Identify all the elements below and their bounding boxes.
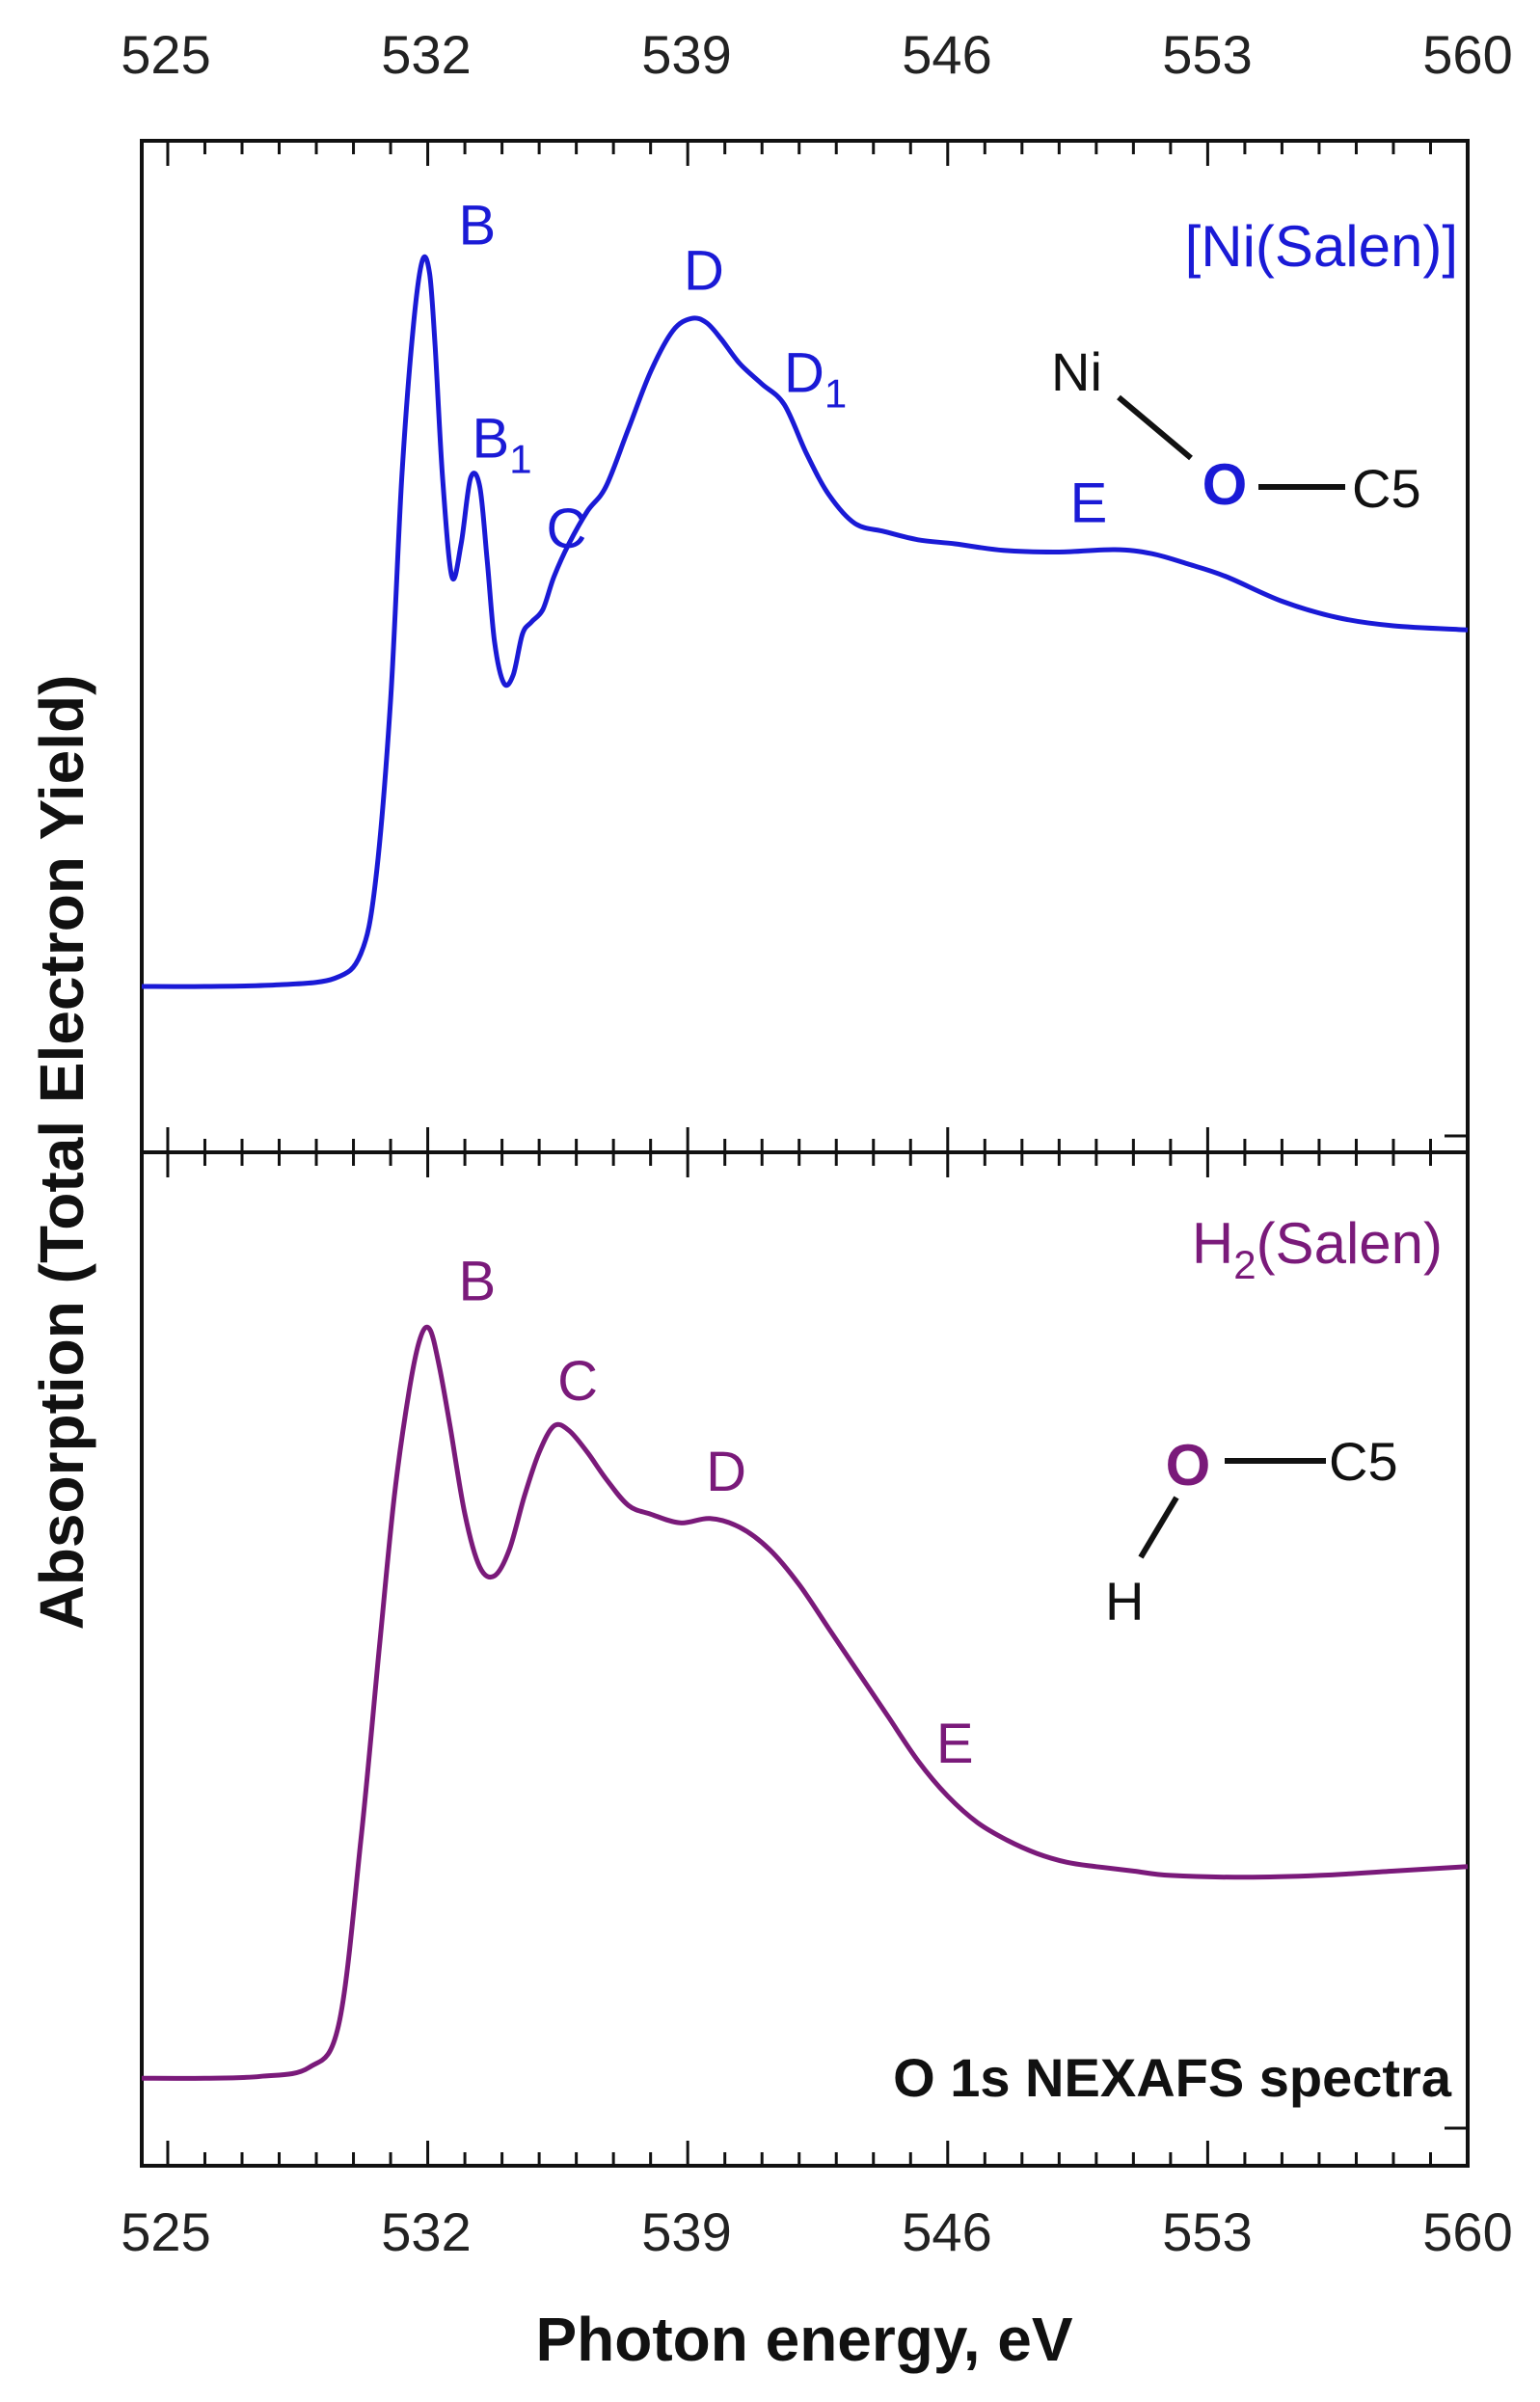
molecule-h-o-c5: O C5 H [1105, 1431, 1398, 1632]
bottom-tick-label: 546 [902, 2201, 991, 2262]
peak-label: B [459, 1250, 497, 1312]
bond-o-h [1138, 1496, 1179, 1559]
molecule-h-label: H [1105, 1571, 1144, 1632]
molecule-ni-o-c5: Ni O C5 [1051, 341, 1421, 519]
top-tick-labels: 525 532 539 546 553 560 [121, 24, 1512, 85]
peak-label: B1 [473, 408, 532, 482]
spectra-annotation: O 1s NEXAFS spectra [893, 2047, 1452, 2108]
molecule-ni-label: Ni [1051, 341, 1102, 402]
peak-label: C [547, 498, 587, 560]
series-name-ni-salen: [Ni(Salen)] [1185, 214, 1458, 279]
molecule-o-label: O [1202, 452, 1248, 517]
bottom-tick-labels: 525 532 539 546 553 560 [121, 2201, 1512, 2262]
molecule-c5-label: C5 [1352, 458, 1421, 519]
top-tick-label: 525 [121, 24, 210, 85]
top-tick-label: 539 [641, 24, 731, 85]
x-axis-title: Photon energy, eV [535, 2305, 1072, 2374]
bottom-tick-label: 553 [1162, 2201, 1252, 2262]
bond-ni-o [1117, 394, 1193, 461]
peak-label: D1 [784, 342, 847, 417]
peak-label: C [557, 1350, 598, 1413]
peak-label: E [936, 1713, 974, 1775]
bottom-tick-label: 560 [1422, 2201, 1512, 2262]
bottom-tick-label: 532 [381, 2201, 471, 2262]
top-tick-label: 553 [1162, 24, 1252, 85]
axis-ticks [166, 141, 1470, 2166]
top-tick-label: 560 [1422, 24, 1512, 85]
peak-label: E [1070, 472, 1108, 535]
series-line-ni-salen [141, 254, 1469, 989]
top-tick-label: 532 [381, 24, 471, 85]
peak-label: B [459, 195, 497, 257]
bottom-tick-label: 539 [641, 2201, 731, 2262]
peak-label: D [706, 1441, 746, 1503]
top-tick-label: 546 [902, 24, 991, 85]
peak-label: D [684, 239, 724, 302]
bottom-tick-label: 525 [121, 2201, 210, 2262]
series-line-h2-salen [141, 1324, 1469, 2081]
molecule-o-label: O [1166, 1433, 1211, 1498]
molecule-c5-label: C5 [1329, 1431, 1398, 1492]
series-name-h2-salen: H2(Salen) [1192, 1211, 1443, 1287]
y-axis-title: Absorption (Total Electron Yield) [27, 675, 96, 1631]
